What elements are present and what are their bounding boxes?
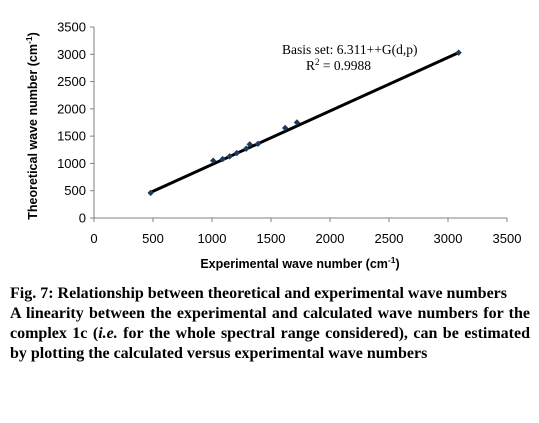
y-tick-label: 3500 <box>57 20 86 35</box>
trendline <box>150 51 460 194</box>
x-tick-label: 0 <box>90 231 97 246</box>
y-tick-label: 1000 <box>57 156 86 171</box>
x-tick-label: 500 <box>142 231 164 246</box>
data-point <box>293 119 301 126</box>
y-tick-label: 0 <box>79 211 86 226</box>
y-tick-label: 2500 <box>57 74 86 89</box>
data-point <box>226 153 233 160</box>
r2-label: R <box>306 58 315 73</box>
data-point <box>246 141 253 148</box>
data-point <box>209 157 217 164</box>
y-tick-label: 2000 <box>57 101 86 116</box>
x-tick-label: 3000 <box>434 231 463 246</box>
figure-title: Fig. 7: Relationship between theoretical… <box>10 285 507 302</box>
x-tick-label: 2500 <box>375 231 404 246</box>
figure-caption: Fig. 7: Relationship between theoretical… <box>10 284 530 364</box>
data-point <box>147 189 154 197</box>
data-point <box>233 149 240 157</box>
y-tick-label: 1500 <box>57 129 86 144</box>
scatter-chart: 0 500 1000 1500 2000 2500 3000 3500 0 500 1000 150… <box>24 20 522 272</box>
y-axis-title: Theoretical wave number (cm-1) <box>24 32 40 220</box>
y-tick-label: 500 <box>64 183 86 198</box>
basis-set-annotation: Basis set: 6.311++G(d,p) <box>282 42 417 57</box>
x-tick-label: 3500 <box>493 231 522 246</box>
x-tick-label: 1500 <box>257 231 286 246</box>
data-points <box>147 49 462 197</box>
data-point <box>243 145 250 152</box>
data-point <box>254 140 262 147</box>
r-squared-annotation: R2 = 0.9988 <box>306 57 371 73</box>
x-tick-label: 1000 <box>198 231 227 246</box>
r2-superscript: 2 <box>315 57 320 67</box>
y-axis: 0 500 1000 1500 2000 2500 3000 3500 <box>57 20 95 226</box>
x-axis-title: Experimental wave number (cm-1) <box>200 255 399 271</box>
figure-description: A linearity between the experimental and… <box>10 305 531 362</box>
data-point <box>455 49 462 56</box>
x-tick-label: 2000 <box>316 231 345 246</box>
data-point <box>281 124 289 132</box>
r2-value: = 0.9988 <box>320 58 372 73</box>
data-point <box>219 155 226 163</box>
linear-trendline <box>150 51 460 194</box>
x-axis: 0 500 1000 1500 2000 2500 3000 3500 <box>90 217 522 246</box>
y-tick-label: 3000 <box>57 47 86 62</box>
